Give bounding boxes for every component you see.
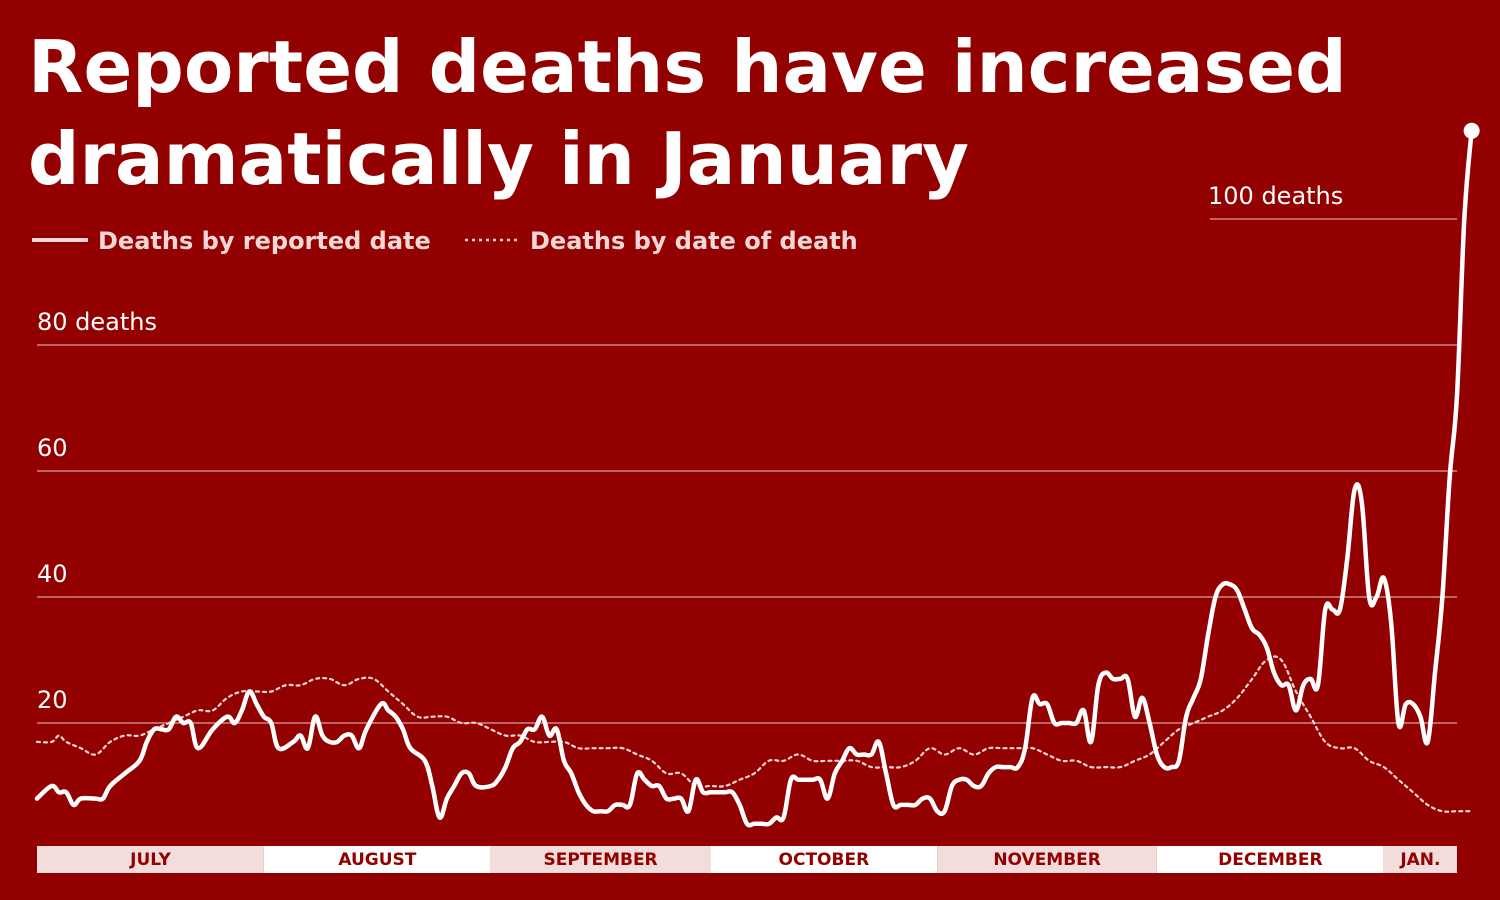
month-label-4: OCTOBER [779,850,870,870]
y-tick-label-100: 100 deaths [1208,182,1343,210]
series-line-date-of-death [35,655,1473,813]
month-axis: JULY AUGUST SEPTEMBER OCTOBER NOVEMBER DECEMB… [37,846,1457,873]
month-label-7: JAN. [1399,850,1440,870]
month-band-3 [490,846,711,873]
chart-title: Reported deaths have increased dramatica… [28,25,1347,201]
series-layer [34,122,1480,828]
month-band-6 [1156,846,1384,873]
gridlines [37,218,1457,724]
series-line-reported-date [34,128,1474,828]
month-label-1: JULY [129,850,171,870]
month-band-7 [1383,846,1457,873]
y-tick-label-40: 40 [37,560,68,588]
month-band-5 [937,846,1157,873]
month-label-6: DECEMBER [1218,850,1322,870]
month-band-1 [37,846,264,873]
chart-title-line-2: dramatically in January [28,117,969,201]
month-label-2: AUGUST [338,850,416,870]
legend: Deaths by reported date Deaths by date o… [32,227,858,255]
y-axis-labels: 20 40 60 80 deaths 100 deaths [37,182,1343,714]
series-end-dot [1463,122,1480,139]
chart-title-line-1: Reported deaths have increased [28,25,1347,109]
y-tick-label-60: 60 [37,434,68,462]
legend-label-reported: Deaths by reported date [98,227,431,255]
month-label-5: NOVEMBER [993,850,1101,870]
legend-label-date-of-death: Deaths by date of death [530,227,858,255]
y-tick-label-20: 20 [37,686,68,714]
y-tick-label-80: 80 deaths [37,308,157,336]
month-label-3: SEPTEMBER [544,850,658,870]
month-band-4 [710,846,938,873]
month-band-2 [263,846,491,873]
